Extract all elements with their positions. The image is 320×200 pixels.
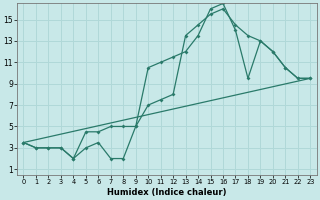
X-axis label: Humidex (Indice chaleur): Humidex (Indice chaleur) [107,188,227,197]
